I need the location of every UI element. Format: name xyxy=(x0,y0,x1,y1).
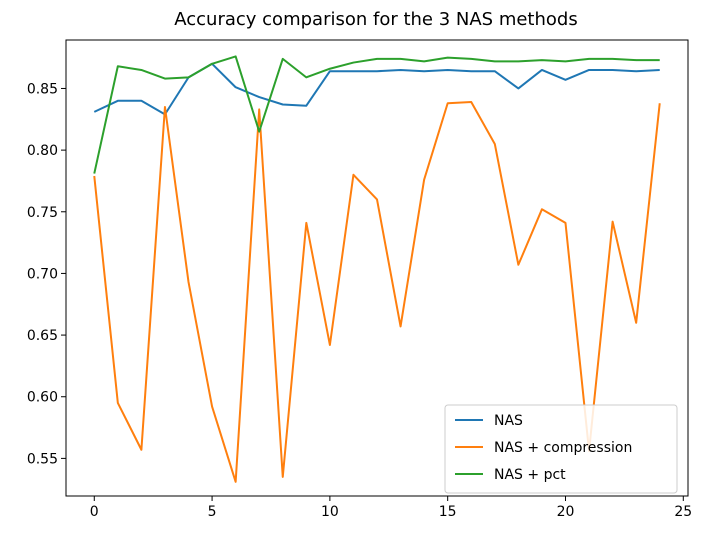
y-tick-label: 0.55 xyxy=(27,451,58,467)
x-tick-label: 5 xyxy=(208,504,217,520)
chart-title: Accuracy comparison for the 3 NAS method… xyxy=(174,9,577,30)
y-tick-label: 0.75 xyxy=(27,205,58,221)
x-tick-label: 0 xyxy=(90,504,99,520)
legend: NAS NAS + compression NAS + pct xyxy=(445,405,677,493)
y-axis: 0.55 0.60 0.65 0.70 0.75 0.80 0.85 xyxy=(27,81,66,467)
x-axis: 0 5 10 15 20 25 xyxy=(90,496,692,520)
legend-label-0: NAS xyxy=(494,413,523,429)
y-tick-label: 0.65 xyxy=(27,328,58,344)
legend-label-2: NAS + pct xyxy=(494,467,566,483)
series-line-0 xyxy=(94,64,659,115)
y-tick-label: 0.85 xyxy=(27,81,58,97)
x-tick-label: 25 xyxy=(674,504,692,520)
y-tick-label: 0.60 xyxy=(27,390,58,406)
x-tick-label: 10 xyxy=(321,504,339,520)
legend-label-1: NAS + compression xyxy=(494,440,632,456)
x-tick-label: 20 xyxy=(557,504,575,520)
x-tick-label: 15 xyxy=(439,504,457,520)
y-tick-label: 0.80 xyxy=(27,143,58,159)
series-line-2 xyxy=(94,56,659,173)
y-tick-label: 0.70 xyxy=(27,266,58,282)
